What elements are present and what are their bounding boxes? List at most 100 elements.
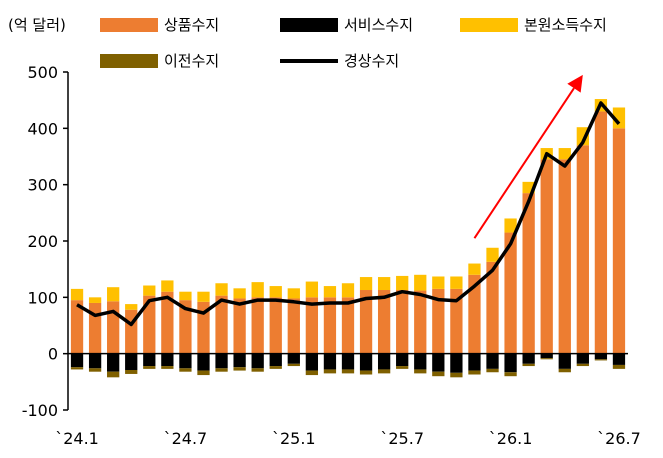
bar-series1-point-8 (215, 353, 228, 369)
bar-series0-point-27 (558, 159, 571, 354)
bar-series3-point-8 (215, 368, 228, 372)
legend-swatch-primary-income (460, 17, 518, 32)
bar-series3-point-23 (486, 368, 499, 373)
y-tick-label--100: -100 (22, 401, 58, 420)
bar-series2-point-2 (107, 287, 120, 302)
bar-series0-point-0 (70, 300, 84, 354)
trend-arrow-shaft (473, 87, 575, 239)
x-tick-label-18: `25.7 (380, 429, 424, 448)
bar-series0-point-11 (269, 297, 282, 354)
bar-series3-point-19 (414, 369, 427, 374)
bar-series2-point-8 (215, 283, 228, 296)
y-tick-label-0: 0 (48, 345, 58, 364)
x-tick-label-6: `24.7 (164, 429, 208, 448)
bar-series2-point-6 (179, 291, 192, 301)
bar-series2-point-21 (450, 276, 463, 289)
bar-series2-point-3 (125, 304, 138, 310)
bar-series2-point-24 (504, 218, 517, 233)
bar-series3-point-25 (522, 363, 535, 367)
legend-label-transfers: 이전수지 (164, 52, 220, 70)
bar-series2-point-17 (377, 277, 391, 291)
bar-series3-point-5 (161, 366, 174, 369)
bar-series1-point-29 (594, 353, 608, 360)
bar-series3-point-3 (125, 370, 138, 374)
legend-item-primary-income: 본원소득수지 (460, 14, 607, 35)
bar-series1-point-20 (432, 353, 445, 372)
bar-series0-point-12 (287, 298, 300, 354)
bar-series3-point-17 (377, 369, 391, 374)
bar-series3-point-14 (323, 369, 337, 374)
legend-label-primary-income: 본원소득수지 (524, 16, 607, 34)
annotation-group (473, 74, 583, 239)
legend-item-services: 서비스수지 (280, 14, 413, 35)
bar-series0-point-26 (540, 159, 553, 354)
bar-series2-point-25 (522, 181, 535, 194)
bar-series2-point-11 (269, 286, 282, 298)
bar-series1-point-14 (323, 353, 337, 370)
bar-series0-point-25 (522, 193, 535, 354)
bar-series3-point-29 (594, 359, 608, 361)
bar-series1-point-17 (377, 353, 391, 370)
bar-series3-point-24 (504, 372, 517, 377)
bar-series1-point-26 (540, 353, 553, 359)
bar-series3-point-9 (233, 367, 246, 371)
bar-series1-point-3 (125, 353, 138, 371)
legend-swatch-services (280, 17, 338, 32)
bar-series0-point-19 (414, 290, 427, 354)
bar-series2-point-18 (396, 275, 409, 291)
bar-series0-point-30 (612, 128, 626, 354)
y-tick-label-400: 400 (27, 119, 58, 138)
bar-series2-point-27 (558, 148, 571, 160)
legend-swatch-transfers (100, 53, 158, 68)
bar-series1-point-13 (305, 353, 319, 371)
bar-series2-point-22 (468, 263, 481, 275)
bar-series2-point-9 (233, 288, 246, 299)
x-tick-label-12: `25.1 (272, 429, 316, 448)
bar-series1-point-12 (287, 353, 300, 364)
bar-series0-point-1 (88, 302, 102, 354)
bar-series1-point-19 (414, 353, 427, 370)
bar-series2-point-12 (287, 288, 300, 299)
bar-series3-point-18 (396, 366, 409, 369)
bar-series1-point-30 (612, 353, 626, 365)
bar-series3-point-26 (540, 358, 553, 360)
bar-series3-point-1 (88, 368, 102, 372)
bar-series2-point-14 (323, 286, 337, 298)
bar-series3-point-20 (432, 371, 445, 377)
x-tick-label-24: `26.1 (489, 429, 533, 448)
bar-series2-point-10 (251, 282, 264, 298)
bar-series0-point-21 (450, 288, 463, 354)
bar-series0-point-20 (432, 288, 445, 354)
legend-line-current-account (280, 58, 338, 63)
bar-series3-point-21 (450, 372, 463, 378)
bar-series0-point-9 (233, 298, 246, 354)
y-tick-label-100: 100 (27, 288, 58, 307)
bar-series3-point-6 (179, 368, 192, 372)
bar-series2-point-0 (70, 288, 84, 301)
bar-series0-point-8 (215, 295, 228, 354)
bar-series1-point-27 (558, 353, 571, 369)
bar-series3-point-16 (359, 370, 373, 375)
bar-series0-point-2 (107, 301, 120, 354)
bar-series3-point-4 (143, 366, 156, 369)
bar-series0-point-14 (323, 297, 337, 354)
bar-series3-point-12 (287, 363, 300, 367)
bar-series2-point-7 (197, 291, 210, 302)
y-tick-label-200: 200 (27, 232, 58, 251)
bar-series0-point-18 (396, 290, 409, 354)
bar-series3-point-2 (107, 371, 120, 378)
bar-series1-point-11 (269, 353, 282, 367)
bar-series2-point-23 (486, 247, 499, 262)
y-tick-label-300: 300 (27, 176, 58, 195)
bar-series1-point-6 (179, 353, 192, 369)
bar-series0-point-10 (251, 297, 264, 354)
bar-series2-point-16 (359, 277, 373, 291)
bar-series1-point-18 (396, 353, 409, 367)
bar-series0-point-29 (594, 111, 608, 354)
bar-series1-point-1 (88, 353, 102, 369)
bar-series3-point-30 (612, 364, 626, 369)
bar-series1-point-24 (504, 353, 517, 373)
trend-arrow-head (567, 74, 583, 93)
bar-series3-point-13 (305, 370, 319, 376)
